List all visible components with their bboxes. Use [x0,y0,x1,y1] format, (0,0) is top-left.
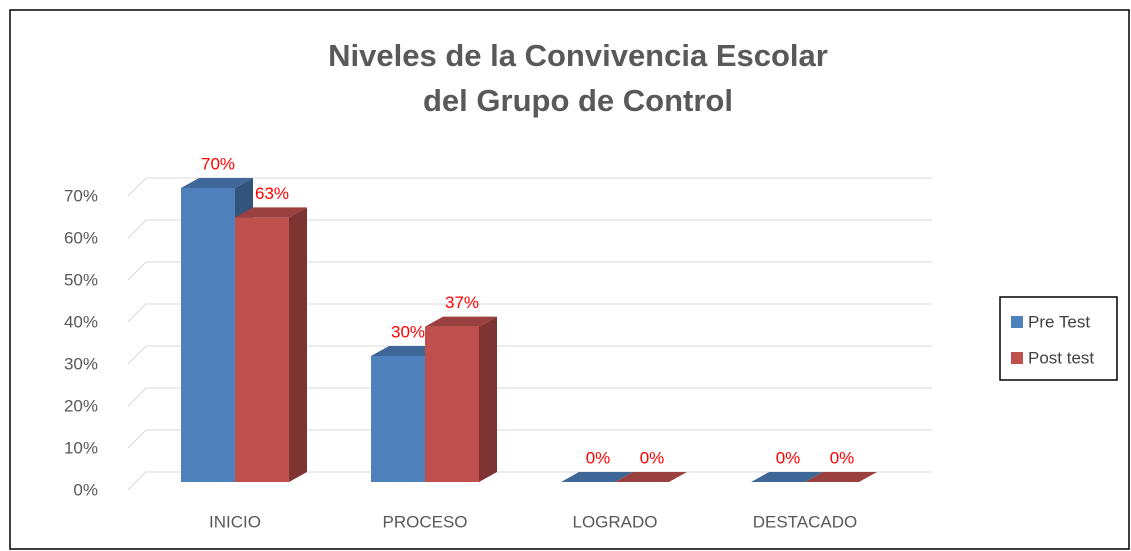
x-tick-label: INICIO [209,512,261,531]
bar-top [751,472,823,482]
bar-top [181,178,253,188]
grid-line [127,219,932,239]
x-tick-label: LOGRADO [572,512,657,531]
value-label: 0% [830,448,855,467]
x-tick-label: DESTACADO [753,512,858,531]
bar-top [235,207,307,218]
grid-line [127,261,932,281]
value-label: 30% [391,322,425,341]
bar-front [181,188,235,482]
y-tick-label: 70% [64,186,98,205]
legend-box [999,296,1118,381]
legend-swatch [1011,316,1023,328]
bar-front [425,326,479,482]
bar-top [425,316,497,327]
bar-top [615,472,687,482]
value-label: 0% [776,448,801,467]
legend-swatch [1011,352,1023,364]
chart-title: del Grupo de Control [423,83,733,118]
value-label: 37% [445,293,479,312]
bar-front [371,356,425,482]
y-tick-label: 20% [64,396,98,415]
chart-title: Niveles de la Convivencia Escolar [328,38,828,73]
legend-label: Post test [1028,348,1094,367]
grid-line [127,429,932,449]
value-label: 70% [201,154,235,173]
bar-side [479,316,497,482]
legend-label: Pre Test [1028,312,1090,331]
value-label: 63% [255,184,289,203]
y-tick-label: 60% [64,228,98,247]
x-tick-label: PROCESO [382,512,467,531]
grid-line [127,303,932,323]
y-tick-label: 40% [64,312,98,331]
grid-line [127,345,932,365]
y-tick-label: 0% [73,480,98,499]
y-tick-label: 30% [64,354,98,373]
grid-line [127,177,932,197]
y-tick-label: 50% [64,270,98,289]
bar-top [561,472,633,482]
grid-line [127,387,932,407]
value-label: 0% [586,448,611,467]
value-label: 0% [640,448,665,467]
bar-front [235,217,289,482]
y-tick-label: 10% [64,438,98,457]
bar-top [805,472,877,482]
bar-side [289,207,307,482]
